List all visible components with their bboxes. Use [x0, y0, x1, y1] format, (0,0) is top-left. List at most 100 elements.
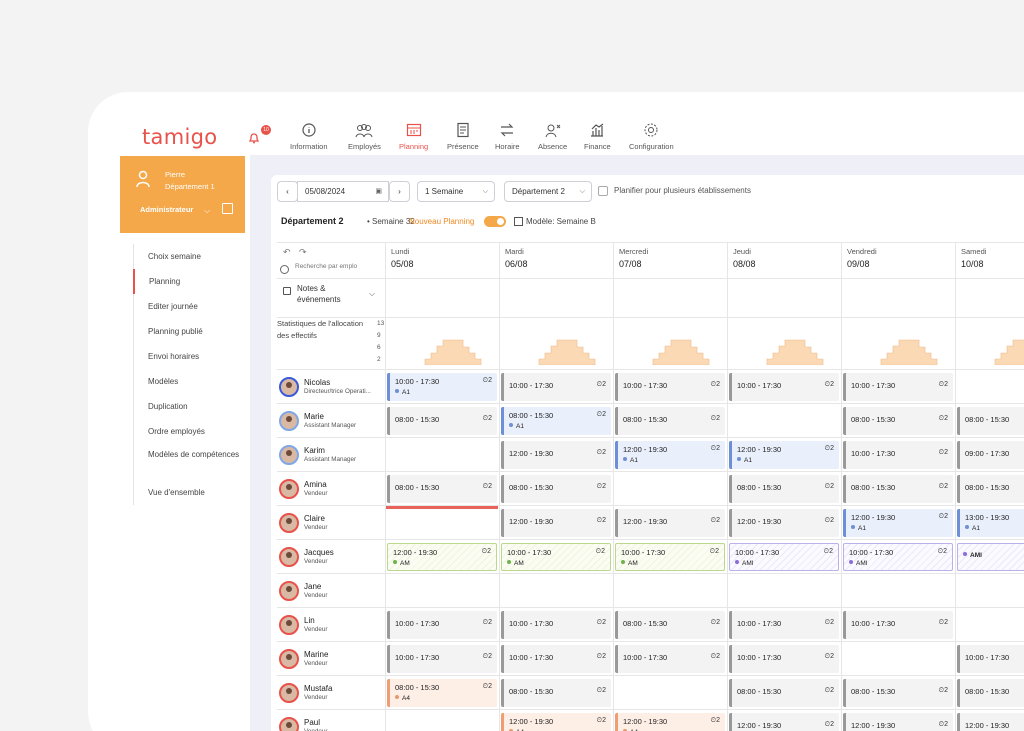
- employee-avatar[interactable]: [279, 513, 299, 533]
- logout-icon[interactable]: [222, 203, 233, 214]
- shift-cell[interactable]: 08:00 - 15:30 ⏲2: [501, 679, 611, 707]
- employee-name[interactable]: Jane: [304, 582, 322, 591]
- nav-planning[interactable]: Planning: [396, 122, 431, 160]
- shift-cell[interactable]: 08:00 - 15:30 ⏲2 A1: [501, 407, 611, 435]
- day-header[interactable]: Lundi 05/08: [391, 247, 414, 269]
- shift-cell[interactable]: 08:00 - 15:30 ⏲2: [729, 679, 839, 707]
- shift-cell[interactable]: 08:00 - 15:30 ⏲2: [615, 407, 725, 435]
- multi-site-checkbox[interactable]: [598, 186, 608, 196]
- employee-name[interactable]: Claire: [304, 514, 325, 523]
- next-week-button[interactable]: ›: [389, 181, 410, 202]
- period-select[interactable]: 1 Semaine ⌵: [417, 181, 495, 202]
- shift-cell[interactable]: 10:00 - 17:30 ⏲2: [843, 441, 953, 469]
- employee-name[interactable]: Amina: [304, 480, 327, 489]
- shift-cell[interactable]: 12:00 - 19:30 ⏲2 AM: [387, 543, 497, 571]
- shift-cell[interactable]: 10:00 - 17:30 ⏲2: [729, 373, 839, 401]
- day-header[interactable]: Mardi 06/08: [505, 247, 528, 269]
- notes-toggle[interactable]: Notes & événements: [283, 283, 352, 305]
- shift-cell[interactable]: 12:00 - 19:30 ⏲2: [729, 509, 839, 537]
- day-header[interactable]: Vendredi 09/08: [847, 247, 877, 269]
- sidebar-item-modeles-competences[interactable]: Modèles de compétences: [133, 444, 245, 480]
- chevron-down-icon[interactable]: ⌵: [204, 206, 211, 215]
- employee-avatar[interactable]: [279, 649, 299, 669]
- shift-cell[interactable]: 10:00 - 17:30 ⏲2: [387, 611, 497, 639]
- shift-cell[interactable]: 08:00 - 15:30 ⏲2: [387, 475, 497, 503]
- shift-cell[interactable]: 10:00 - 17:30 ⏲2: [729, 645, 839, 673]
- sidebar-item-ordre-employes[interactable]: Ordre employés: [133, 419, 245, 444]
- shift-cell[interactable]: 08:00 - 15:30 ⏲2: [387, 407, 497, 435]
- user-role-select[interactable]: Administrateur: [140, 205, 194, 214]
- shift-cell[interactable]: 12:00 - 19:30 ⏲2 A4: [501, 713, 611, 731]
- employee-avatar[interactable]: [279, 445, 299, 465]
- employee-avatar[interactable]: [279, 411, 299, 431]
- shift-cell[interactable]: 09:00 - 17:30: [957, 441, 1024, 469]
- employee-avatar[interactable]: [279, 377, 299, 397]
- new-planning-toggle[interactable]: [484, 216, 506, 227]
- shift-cell[interactable]: 10:00 - 17:30 ⏲2: [615, 645, 725, 673]
- day-header[interactable]: Samedi 10/08: [961, 247, 986, 269]
- employee-avatar[interactable]: [279, 547, 299, 567]
- nav-horaire[interactable]: Horaire: [495, 122, 520, 158]
- sidebar-item-vue-ensemble[interactable]: Vue d'ensemble: [133, 480, 245, 505]
- shift-cell[interactable]: 10:00 - 17:30 ⏲2: [729, 611, 839, 639]
- sidebar-item-planning[interactable]: Planning: [133, 269, 245, 294]
- bell-icon[interactable]: [248, 132, 260, 144]
- employee-name[interactable]: Mustafa: [304, 684, 333, 693]
- sidebar-item-envoi-horaires[interactable]: Envoi horaires: [133, 344, 245, 369]
- shift-cell[interactable]: 12:00 - 19:30 ⏲2: [615, 509, 725, 537]
- shift-cell[interactable]: 08:00 - 15:30: [957, 679, 1024, 707]
- shift-cell[interactable]: 08:00 - 15:30: [957, 475, 1024, 503]
- shift-cell[interactable]: 08:00 - 15:30 ⏲2: [615, 611, 725, 639]
- shift-cell[interactable]: 08:00 - 15:30 ⏲2: [843, 407, 953, 435]
- shift-cell[interactable]: 10:00 - 17:30 ⏲2: [501, 611, 611, 639]
- shift-cell[interactable]: 12:00 - 19:30 ⏲2: [501, 509, 611, 537]
- shift-cell[interactable]: 10:00 - 17:30 ⏲2: [843, 373, 953, 401]
- shift-cell[interactable]: 08:00 - 15:30 ⏲2: [729, 475, 839, 503]
- shift-cell[interactable]: 12:00 - 19:30 ⏲2 A1: [843, 509, 953, 537]
- nav-information[interactable]: Information: [290, 122, 328, 158]
- shift-cell[interactable]: 10:00 - 17:30 ⏲2 AM: [501, 543, 611, 571]
- sidebar-item-editer-journee[interactable]: Editer journée: [133, 294, 245, 319]
- nav-absence[interactable]: Absence: [538, 122, 567, 158]
- employee-name[interactable]: Paul: [304, 718, 321, 727]
- day-header[interactable]: Mercredi 07/08: [619, 247, 648, 269]
- employee-avatar[interactable]: [279, 717, 299, 731]
- employee-name[interactable]: Nicolas: [304, 378, 331, 387]
- sidebar-item-duplication[interactable]: Duplication: [133, 394, 245, 419]
- nav-presence[interactable]: Présence: [447, 122, 479, 158]
- shift-cell[interactable]: 08:00 - 15:30 ⏲2 A4: [387, 679, 497, 707]
- shift-cell[interactable]: 12:00 - 19:30 ⏲2 A4: [615, 713, 725, 731]
- shift-cell[interactable]: 10:00 - 17:30 ⏲2 AM: [615, 543, 725, 571]
- employee-name[interactable]: Marie: [304, 412, 325, 421]
- prev-week-button[interactable]: ‹: [277, 181, 298, 202]
- chevron-down-icon[interactable]: ⌵: [369, 289, 376, 298]
- shift-cell[interactable]: 12:00 - 19:30 ⏲2: [501, 441, 611, 469]
- shift-cell[interactable]: 10:00 - 17:30 ⏲2 AMI: [729, 543, 839, 571]
- shift-cell[interactable]: 12:00 - 19:30 ⏲2 A1: [729, 441, 839, 469]
- user-department[interactable]: Département 1: [165, 182, 215, 191]
- employee-avatar[interactable]: [279, 683, 299, 703]
- employee-name[interactable]: Lin: [304, 616, 315, 625]
- employee-name[interactable]: Karim: [304, 446, 325, 455]
- shift-cell[interactable]: 12:00 - 19:30 ⏲2 A1: [615, 441, 725, 469]
- nav-employes[interactable]: Employés: [348, 122, 381, 158]
- shift-cell[interactable]: 10:00 - 17:30 ⏲2: [501, 645, 611, 673]
- employee-name[interactable]: Jacques: [304, 548, 334, 557]
- shift-cell[interactable]: 10:00 - 17:30 ⏲2: [615, 373, 725, 401]
- model-label[interactable]: Modèle: Semaine B: [526, 217, 596, 226]
- redo-icon[interactable]: ↷: [299, 247, 307, 257]
- date-picker[interactable]: 05/08/2024 ▣: [297, 181, 389, 202]
- employee-avatar[interactable]: [279, 581, 299, 601]
- undo-icon[interactable]: ↶: [283, 247, 291, 257]
- shift-cell[interactable]: 12:00 - 19:30 ⏲2: [843, 713, 953, 731]
- shift-cell[interactable]: 12:00 - 19:30: [957, 713, 1024, 731]
- shift-cell[interactable]: 10:00 - 17:30 ⏲2: [387, 645, 497, 673]
- department-select[interactable]: Département 2 ⌵: [504, 181, 592, 202]
- sidebar-item-choix-semaine[interactable]: Choix semaine: [133, 244, 245, 269]
- shift-cell[interactable]: 10:00 - 17:30 ⏲2: [501, 373, 611, 401]
- shift-cell[interactable]: 08:00 - 15:30: [957, 407, 1024, 435]
- shift-cell[interactable]: 08:00 - 15:30 ⏲2: [501, 475, 611, 503]
- shift-cell[interactable]: 10:00 - 17:30 ⏲2 AMI: [843, 543, 953, 571]
- search-input[interactable]: [295, 263, 383, 270]
- day-header[interactable]: Jeudi 08/08: [733, 247, 756, 269]
